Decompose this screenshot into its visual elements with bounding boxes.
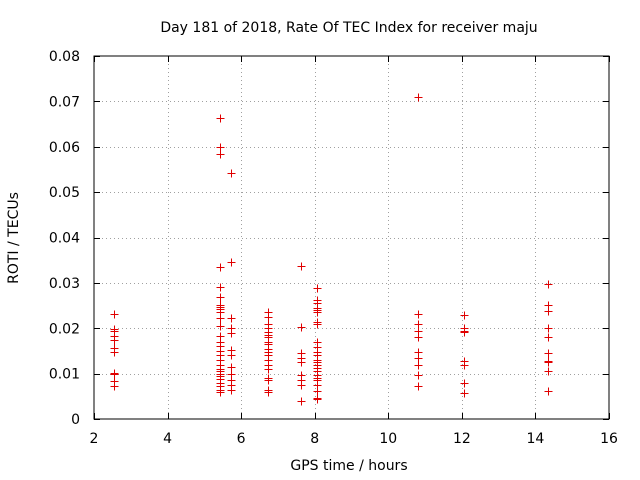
data-point — [227, 351, 236, 360]
data-point — [544, 307, 553, 316]
data-point — [216, 283, 225, 292]
grid-lines — [94, 56, 609, 419]
x-tick-label: 10 — [379, 431, 397, 447]
y-axis-tick-labels: 0 0.01 0.02 0.03 0.04 0.05 0.06 0.07 0.08 — [49, 49, 80, 428]
x-tick-label: 2 — [90, 431, 99, 447]
y-tick-label: 0.03 — [49, 276, 80, 292]
data-points — [110, 93, 553, 406]
y-tick-label: 0.06 — [49, 140, 80, 156]
x-axis-tick-labels: 2 4 6 8 10 12 14 16 — [90, 431, 618, 447]
data-point — [110, 336, 119, 345]
data-point — [110, 310, 119, 319]
data-point — [313, 284, 322, 293]
data-point — [313, 395, 322, 404]
data-point — [544, 349, 553, 358]
data-point — [216, 150, 225, 159]
x-tick-label: 14 — [527, 431, 545, 447]
data-point — [216, 263, 225, 272]
data-point — [216, 114, 225, 123]
data-point — [216, 314, 225, 323]
data-point — [544, 280, 553, 289]
chart-title: Day 181 of 2018, Rate Of TEC Index for r… — [160, 20, 537, 36]
data-point — [264, 388, 273, 397]
data-point — [414, 382, 423, 391]
x-axis-label: GPS time / hours — [290, 458, 407, 474]
data-point — [216, 388, 225, 397]
x-tick-label: 16 — [600, 431, 618, 447]
data-point — [414, 320, 423, 329]
data-point — [216, 143, 225, 152]
data-point — [227, 314, 236, 323]
y-axis-label: ROTI / TECUs — [6, 192, 22, 284]
data-point — [460, 361, 469, 370]
x-tick-label: 6 — [237, 431, 246, 447]
data-point — [544, 387, 553, 396]
data-point — [544, 324, 553, 333]
y-tick-label: 0.01 — [49, 367, 80, 383]
y-tick-label: 0.02 — [49, 321, 80, 337]
axis-ticks — [94, 56, 610, 420]
data-point — [227, 258, 236, 267]
y-tick-label: 0 — [71, 412, 80, 428]
data-point — [297, 381, 306, 390]
data-point — [227, 169, 236, 178]
data-point — [544, 333, 553, 342]
y-tick-label: 0.05 — [49, 185, 80, 201]
data-point — [264, 313, 273, 322]
data-point — [110, 348, 119, 357]
data-point — [313, 320, 322, 329]
y-tick-label: 0.04 — [49, 231, 80, 247]
data-point — [460, 389, 469, 398]
data-point — [227, 386, 236, 395]
data-point — [460, 379, 469, 388]
data-point — [216, 293, 225, 302]
y-tick-label: 0.08 — [49, 49, 80, 65]
data-point — [110, 382, 119, 391]
x-tick-label: 4 — [163, 431, 172, 447]
data-point — [414, 371, 423, 380]
data-point — [264, 365, 273, 374]
data-point — [297, 397, 306, 406]
data-point — [460, 328, 469, 337]
data-point — [544, 358, 553, 367]
x-tick-label: 8 — [310, 431, 319, 447]
data-point — [414, 333, 423, 342]
data-point — [227, 363, 236, 372]
data-point — [414, 93, 423, 102]
data-point — [414, 354, 423, 363]
data-point — [297, 358, 306, 367]
data-point — [297, 262, 306, 271]
data-point — [414, 361, 423, 370]
data-point — [216, 322, 225, 331]
data-point — [297, 323, 306, 332]
y-tick-label: 0.07 — [49, 94, 80, 110]
data-point — [414, 310, 423, 319]
data-point — [264, 376, 273, 385]
plot-area-frame — [93, 55, 610, 420]
data-point — [460, 311, 469, 320]
data-point — [313, 308, 322, 317]
data-point — [227, 329, 236, 338]
x-tick-label: 12 — [453, 431, 471, 447]
data-point — [544, 367, 553, 376]
data-point — [110, 370, 119, 379]
data-point — [313, 387, 322, 396]
